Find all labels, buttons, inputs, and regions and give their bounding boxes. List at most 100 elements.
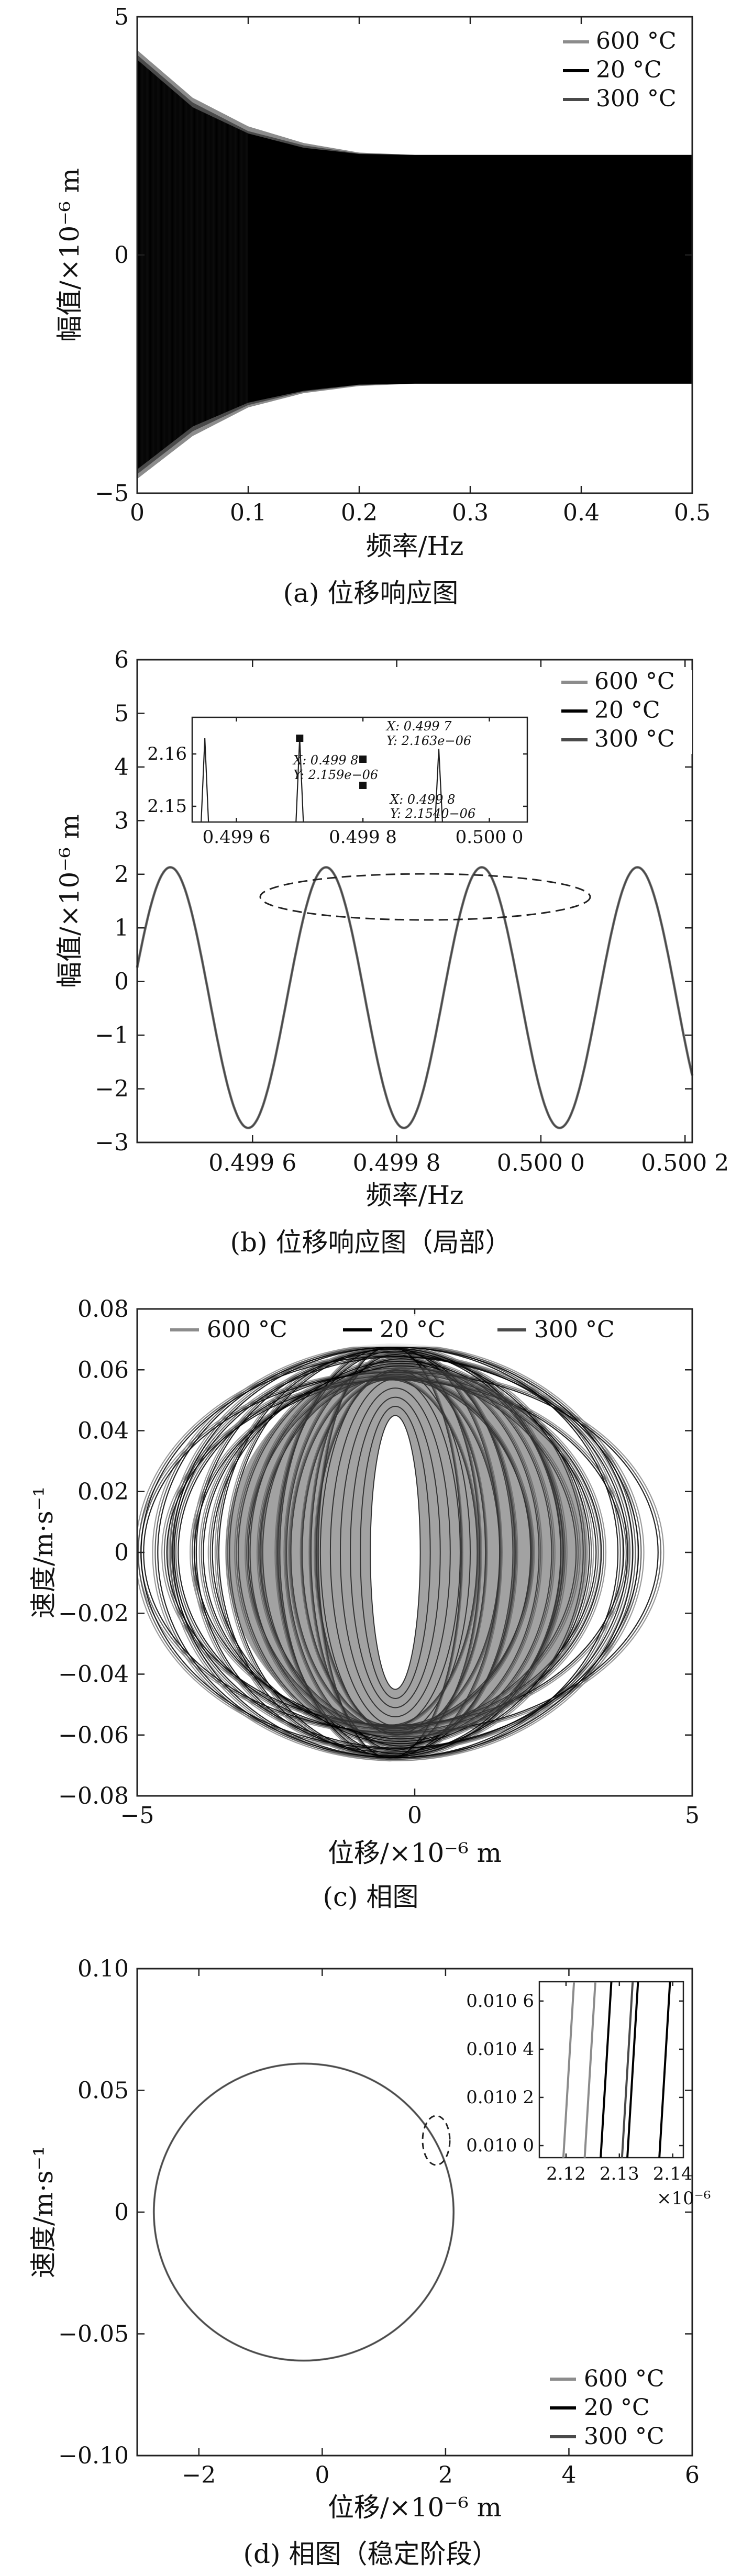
panel-d-legend: 600 °C 20 °C 300 °C — [550, 2366, 665, 2450]
panel-d-inset-exponent: ×10⁻⁶ — [657, 2188, 711, 2209]
panel-d-plot-data — [152, 2062, 455, 2362]
x-tick-label: 0.4 — [563, 499, 600, 526]
y-tick-label: 2 — [114, 861, 129, 888]
x-tick-label: −5 — [120, 1802, 154, 1829]
panel-a-xlabel: 频率/Hz — [366, 531, 464, 561]
x-tick-label: 0.1 — [230, 499, 267, 526]
x-tick-label: 2.14 — [653, 2163, 693, 2184]
y-tick-label: 0 — [114, 2199, 129, 2226]
phase-orbit — [207, 1364, 594, 1740]
y-tick-label: −0.02 — [58, 1600, 129, 1627]
datatip-2-y: Y: 2.159e−06 — [293, 768, 378, 782]
datatip-3-y: Y: 2.1540−06 — [390, 806, 475, 821]
y-tick-label: 0.010 0 — [466, 2135, 534, 2156]
panel-b-xlabel: 频率/Hz — [366, 1180, 464, 1211]
panel-b-highlight-ellipse — [259, 873, 591, 921]
datatip-3-x: X: 0.499 8 — [389, 792, 455, 807]
y-tick-label: 0 — [114, 969, 129, 995]
panel-d-ylabel: 速度/m·s⁻¹ — [28, 2146, 59, 2278]
x-tick-label: 0.499 8 — [353, 1150, 441, 1176]
y-tick-label: 0.10 — [77, 1956, 129, 1982]
x-tick-label: 0 — [407, 1802, 422, 1829]
y-tick-label: 0.08 — [77, 1296, 129, 1323]
x-tick-label: 2 — [438, 2462, 453, 2489]
panel-a-legend: 600 °C 20 °C 300 °C — [563, 28, 677, 112]
y-tick-label: 5 — [114, 700, 129, 727]
series-line-600c — [136, 865, 694, 1129]
panel-b-ylabel: 幅值/×10⁻⁶ m — [54, 814, 85, 988]
y-tick-label: −0.08 — [58, 1783, 129, 1809]
panel-c-phase-portrait: −5 0 5 0.08 0.06 0.04 0.02 0 −0.02 −0.04 −0.06 −0.0… — [28, 1296, 700, 1912]
panel-b-caption: (b) 位移响应图（局部） — [230, 1227, 512, 1258]
panel-d-phase-portrait-steady: −2 0 2 4 6 0.10 0.05 0 −0.05 −0.10 2.12 2.13 2.14 0.… — [28, 1956, 711, 2569]
phase-orbit — [209, 1365, 592, 1739]
y-tick-label: 3 — [114, 807, 129, 834]
x-tick-label: 6 — [685, 2462, 700, 2489]
inset-trajectory — [658, 1981, 671, 2158]
x-tick-label: 0.500 0 — [497, 1150, 585, 1176]
legend-600c-label: 600 °C — [596, 28, 677, 54]
panel-b-plot-frame — [136, 659, 693, 1143]
inset-peak — [434, 748, 444, 823]
phase-orbit — [157, 1346, 634, 1759]
x-tick-label: 0 — [130, 499, 145, 526]
phase-inner-orbit — [360, 1406, 431, 1699]
datatip-1-x: X: 0.499 7 — [385, 719, 452, 734]
x-tick-label: 0.5 — [674, 499, 711, 526]
panel-c-legend: 600 °C 20 °C 300 °C — [162, 1314, 675, 1347]
panel-d-axes: −2 0 2 4 6 0.10 0.05 0 −0.05 −0.10 — [58, 1956, 700, 2489]
legend-300c-label: 300 °C — [584, 2423, 665, 2450]
datatip-2-x: X: 0.499 8 — [292, 753, 358, 768]
datatip-marker — [359, 756, 367, 763]
legend-600c-label: 600 °C — [594, 668, 675, 695]
legend-300c-label: 300 °C — [596, 85, 677, 112]
panel-d-inset: 2.12 2.13 2.14 0.010 6 0.010 4 0.010 2 0.010 0… — [466, 1981, 711, 2209]
y-tick-label: −0.05 — [58, 2321, 129, 2348]
legend-20c-label: 20 °C — [584, 2394, 650, 2421]
datatip-marker — [359, 782, 367, 789]
panel-b-inset-frame — [191, 716, 528, 823]
legend-600c-label: 600 °C — [584, 2366, 665, 2392]
legend-20c-label: 20 °C — [594, 697, 660, 724]
panel-d-inset-frame — [538, 1981, 684, 2159]
phase-inner-orbit — [329, 1378, 461, 1727]
inset-trajectory — [562, 1981, 575, 2158]
datatip-1-y: Y: 2.163e−06 — [386, 734, 471, 748]
y-tick-label: 0.04 — [77, 1418, 129, 1445]
legend-300c-label: 300 °C — [594, 726, 675, 752]
panel-b-displacement-local: 0.499 6 0.499 8 0.500 0 0.500 2 6 5 4 3 2 1 0 −1 −2 −… — [54, 647, 729, 1258]
inset-peak — [201, 738, 209, 823]
x-tick-label: 5 — [685, 1802, 700, 1829]
y-tick-label: 0.010 6 — [466, 1991, 534, 2012]
y-tick-label: 6 — [114, 647, 129, 673]
datatip-2: X: 0.499 8 Y: 2.159e−06 — [292, 753, 378, 782]
x-tick-label: 2.13 — [600, 2163, 639, 2184]
legend-20c-label: 20 °C — [380, 1316, 446, 1343]
y-tick-label: −2 — [95, 1076, 129, 1103]
y-tick-label: 0 — [114, 242, 129, 269]
panel-b-inset: 0.499 6 0.499 8 0.500 0 2.16 2.15 X: 0.499 7… — [147, 716, 528, 848]
x-tick-label: 0.499 6 — [208, 1150, 296, 1176]
x-tick-label: 0.499 8 — [329, 827, 397, 848]
phase-hollow-center — [370, 1415, 420, 1690]
y-tick-label: 0 — [114, 1539, 129, 1566]
y-tick-label: −1 — [95, 1022, 129, 1049]
y-tick-label: −0.04 — [58, 1661, 129, 1688]
panel-c-ylabel: 速度/m·s⁻¹ — [28, 1486, 59, 1618]
inset-trajectory — [600, 1981, 613, 2158]
x-tick-label: 0 — [315, 2462, 329, 2489]
y-tick-label: 2.15 — [147, 796, 187, 817]
y-tick-label: 0.010 4 — [466, 2039, 534, 2060]
panel-a-plot-data — [137, 50, 692, 479]
y-tick-label: −0.10 — [58, 2442, 129, 2469]
panel-c-plot-data — [137, 1343, 665, 1762]
series-line-300c — [136, 866, 693, 1129]
y-tick-label: 2.16 — [147, 743, 187, 764]
y-tick-label: 1 — [114, 915, 129, 941]
y-tick-label: −0.06 — [58, 1722, 129, 1749]
x-tick-label: 2.12 — [546, 2163, 586, 2184]
panel-a-axes: 0 0.1 0.2 0.3 0.4 0.550−5 — [95, 4, 711, 526]
panel-d-xlabel: 位移/×10⁻⁶ m — [328, 2492, 502, 2523]
panel-a-ylabel: 幅值/×10⁻⁶ m — [54, 168, 85, 342]
legend-300c-label: 300 °C — [534, 1316, 615, 1343]
